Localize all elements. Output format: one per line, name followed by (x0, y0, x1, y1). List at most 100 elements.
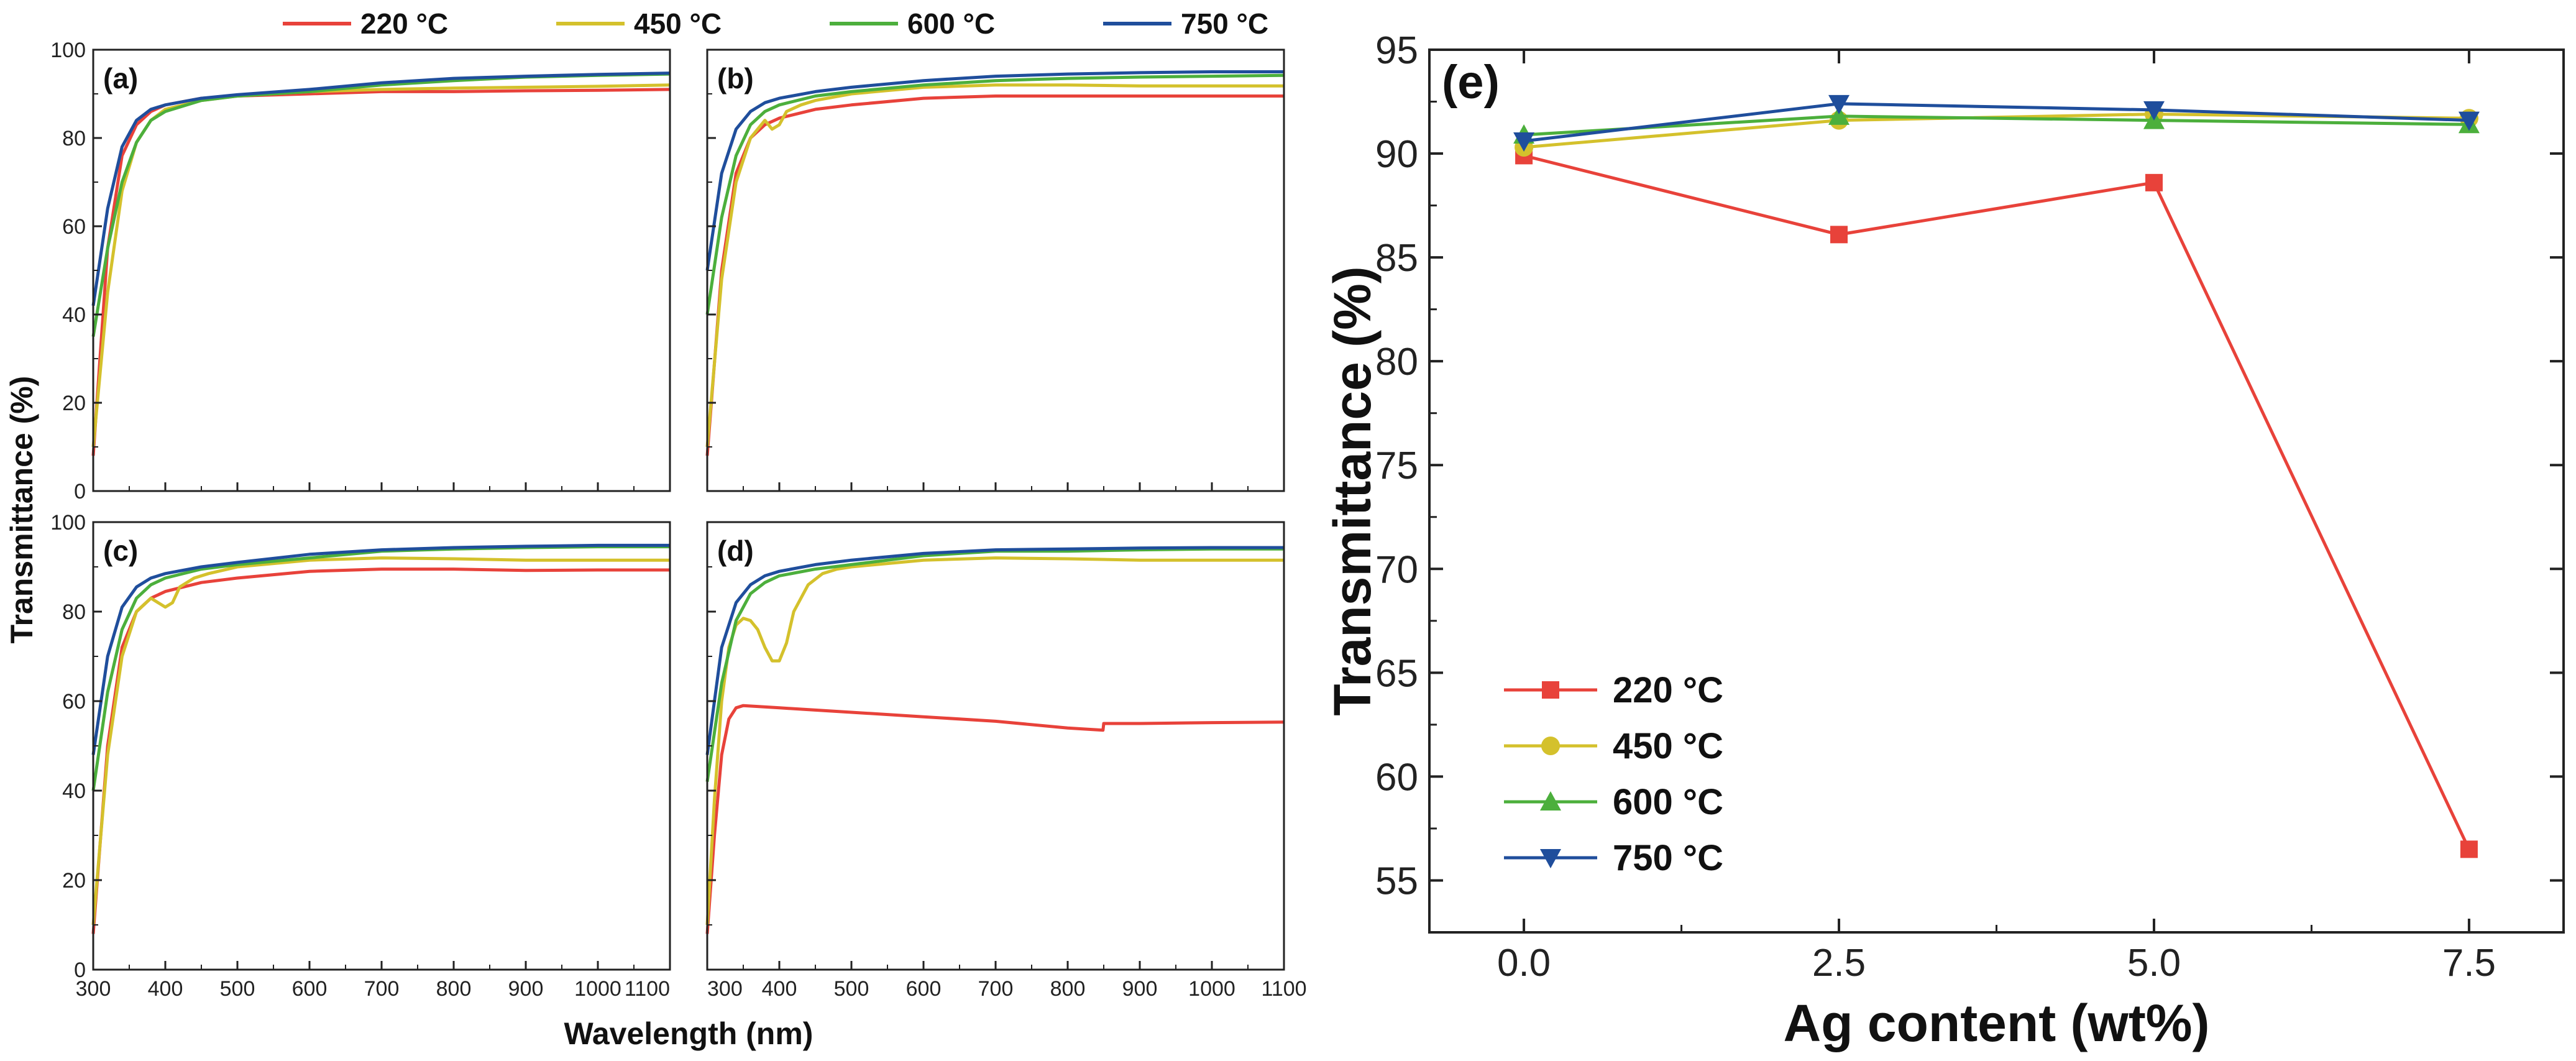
series-line-600 (705, 547, 1284, 782)
legend-top: 220 °C 450 °C 600 °C 750 °C (283, 7, 1268, 40)
series-line-450 (91, 556, 670, 926)
x-tick-label: 300 (707, 977, 743, 1001)
x-tick-label: 800 (1050, 977, 1086, 1001)
panel-label: (d) (717, 535, 754, 567)
data-point (1828, 94, 1850, 114)
panel-e: 0.0 2.5 5.0 7.5 55 60 65 70 75 80 85 90 95 (e) 220 °C 4… (1323, 29, 2565, 1052)
panel-label: (b) (717, 62, 754, 94)
y-tick-label: 60 (62, 690, 86, 714)
y-tick-label: 40 (62, 779, 86, 803)
x-tick-label: 1000 (574, 977, 621, 1001)
y-tick-label: 95 (1375, 29, 1418, 72)
x-tick-label: 600 (906, 977, 942, 1001)
x-tick-label: 500 (220, 977, 255, 1001)
y-tick-label: 20 (62, 392, 86, 415)
series-line-750 (705, 70, 1284, 271)
y-tick-label: 85 (1375, 237, 1418, 280)
plot-frame (706, 521, 1285, 971)
panel-d: 300 400 500 600 700 800 900 1000 1100 (d) (705, 521, 1307, 1001)
series-line-750 (91, 71, 671, 306)
y-tick-label: 0 (74, 958, 86, 982)
panel-b: (b) (705, 48, 1285, 492)
x-tick-label: 400 (762, 977, 797, 1001)
series-line-600 (705, 73, 1285, 315)
x-tick-label: 0.0 (1497, 942, 1551, 985)
series-line-450 (91, 83, 671, 448)
y-tick-label: 40 (62, 303, 86, 327)
series-750 (1513, 94, 2480, 152)
data-point (1830, 226, 1848, 244)
plot-frame (92, 48, 671, 492)
y-tick-label: 75 (1375, 444, 1418, 487)
legend-e: 220 °C 450 °C 600 °C 750 °C (1504, 670, 1723, 878)
data-point (1828, 105, 1850, 125)
y-tick-label: 100 (50, 511, 86, 535)
x-tick-label: 400 (148, 977, 183, 1001)
series-line-220 (705, 704, 1285, 934)
x-tick-label: 900 (1122, 977, 1158, 1001)
legend-label: 750 °C (1181, 7, 1268, 40)
y-tick-label: 90 (1375, 133, 1418, 176)
panel-c: 300 400 500 600 700 800 900 1000 1100 0 20 40 60 80 10… (50, 511, 671, 1001)
data-point (2458, 111, 2480, 131)
x-tick-label: 600 (292, 977, 328, 1001)
series-line-750 (705, 546, 1284, 755)
y-tick-label: 0 (74, 480, 86, 503)
series-line (1523, 102, 2469, 143)
y-tick-label: 55 (1375, 860, 1418, 903)
data-point (2145, 173, 2163, 191)
plot-frame (1428, 48, 2565, 934)
y-tick-label: 100 (50, 39, 86, 62)
y-axis-title-left: Transmittance (%) (4, 376, 39, 644)
data-point (2143, 101, 2165, 121)
series-220 (1515, 147, 2478, 858)
x-tick-label: 1100 (1261, 977, 1306, 1001)
x-tick-label: 7.5 (2442, 942, 2496, 985)
y-tick-label: 60 (62, 215, 86, 239)
x-tick-label: 800 (436, 977, 472, 1001)
x-axis-title-left: Wavelength (nm) (564, 1016, 814, 1051)
panel-a: 0 20 40 60 80 100 (a) (50, 39, 671, 503)
series-line-450 (705, 83, 1284, 448)
legend-label: 600 °C (907, 7, 995, 40)
legend-label: 450 °C (634, 7, 722, 40)
y-tick-label: 65 (1375, 652, 1418, 695)
legend-marker (1541, 737, 1560, 755)
series-line-220 (91, 88, 671, 456)
x-tick-label: 500 (834, 977, 869, 1001)
series-line-600 (91, 72, 671, 337)
series-line-220 (705, 94, 1284, 456)
y-tick-label: 70 (1375, 548, 1418, 591)
x-tick-label: 900 (508, 977, 544, 1001)
y-axis-title-e: Transmittance (%) (1323, 266, 1382, 716)
x-tick-label: 300 (76, 977, 111, 1001)
data-point (2460, 840, 2478, 858)
legend-label: 600 °C (1613, 782, 1723, 822)
x-axis-title-e: Ag content (wt%) (1784, 994, 2210, 1052)
legend-marker (1540, 849, 1561, 868)
y-tick-label: 80 (62, 600, 86, 624)
y-tick-label: 80 (1375, 341, 1418, 384)
y-tick-label: 60 (1375, 756, 1418, 799)
panel-label: (e) (1442, 56, 1500, 109)
panel-label: (a) (103, 62, 138, 94)
series-line-450 (705, 556, 1284, 926)
series-line-750 (91, 543, 670, 755)
series-450 (1515, 104, 2478, 157)
x-tick-label: 1000 (1188, 977, 1235, 1001)
legend-label: 220 °C (360, 7, 448, 40)
data-point (1513, 132, 1535, 152)
x-tick-label: 2.5 (1812, 942, 1866, 985)
series-line-220 (91, 567, 670, 934)
series-line (1523, 114, 2469, 137)
x-tick-label: 700 (364, 977, 400, 1001)
x-tick-label: 1100 (625, 977, 670, 1001)
legend-label: 750 °C (1613, 838, 1723, 878)
y-tick-label: 80 (62, 127, 86, 150)
legend-marker (1540, 791, 1561, 811)
legend-marker (1542, 681, 1559, 699)
legend-label: 450 °C (1613, 726, 1723, 766)
series-line (1523, 154, 2471, 850)
series-line-600 (91, 545, 670, 791)
